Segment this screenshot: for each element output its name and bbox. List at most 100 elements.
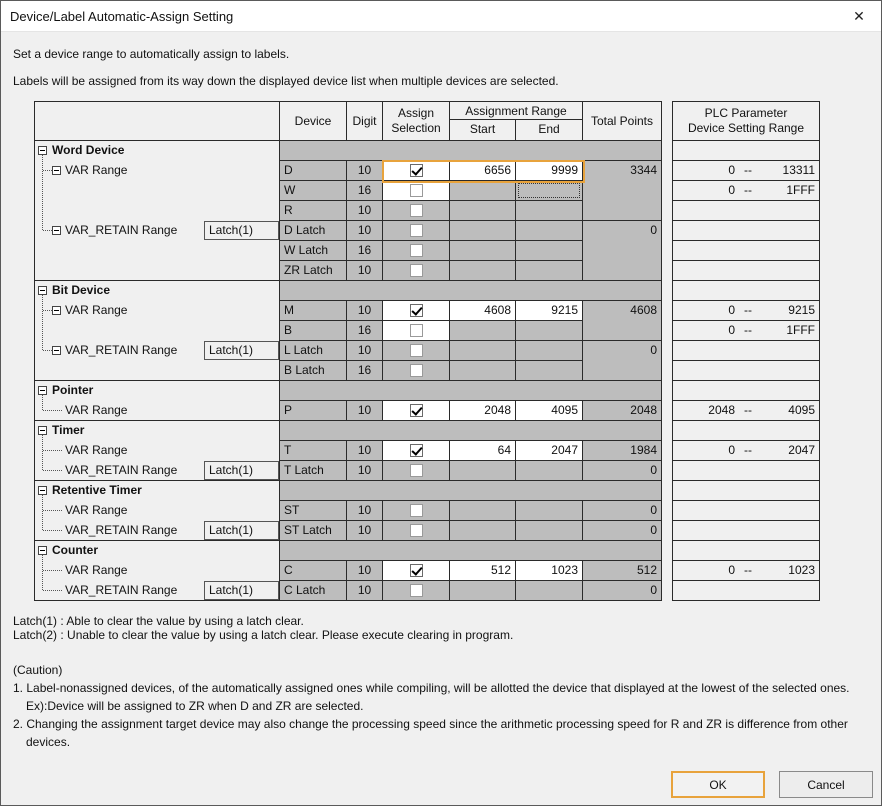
digit-cell-C-Latch: 10 [347,581,382,600]
start-cell-ZR-Latch [450,261,515,280]
collapse-icon[interactable] [52,346,61,355]
plc-range-cell [673,361,819,380]
assign-checkbox-R [409,204,423,217]
device-cell-B: B [280,321,346,340]
end-cell-P[interactable]: 4095 [516,401,582,420]
assign-checkbox-T[interactable] [409,444,423,457]
assign-checkbox-W[interactable] [409,184,423,197]
start-cell-P[interactable]: 2048 [450,401,515,420]
plc-range-cell [673,581,819,600]
assign-checkbox-cell-P[interactable] [383,401,449,420]
tree-group-bit-device: Bit Device VAR Range VAR_RETAIN Range La… [35,281,279,380]
plc-range-cell [673,501,819,520]
end-cell-D[interactable]: 9999 [516,161,582,180]
assign-checkbox-B[interactable] [409,324,423,337]
start-cell-W-Latch [450,241,515,260]
group-label: Word Device [52,143,125,157]
end-cell-B-Latch [516,361,582,380]
assign-checkbox-cell-W[interactable] [383,181,449,200]
tree-item-var-retain-range: VAR_RETAIN Range [65,583,178,597]
end-cell-T[interactable]: 2047 [516,441,582,460]
tree-item-var-range: VAR Range [65,503,128,517]
assign-checkbox-T-Latch [409,464,423,477]
assign-checkbox-D[interactable] [409,164,423,177]
end-cell-T-Latch [516,461,582,480]
tree-group-pointer: Pointer VAR Range [35,381,279,420]
total-points-cell: 3344 [583,161,661,220]
collapse-icon[interactable] [38,546,47,555]
collapse-icon[interactable] [38,146,47,155]
collapse-icon[interactable] [38,286,47,295]
device-cell-ST: ST [280,501,346,520]
plc-range-cell [673,461,819,480]
collapse-icon[interactable] [52,166,61,175]
assign-checkbox-C[interactable] [409,564,423,577]
end-cell-M[interactable]: 9215 [516,301,582,320]
latch-type-box: Latch(1) [204,341,279,360]
total-points-cell: 1984 [583,441,661,460]
group-band [280,381,661,400]
tree-item-var-retain-range: VAR_RETAIN Range [65,223,178,237]
group-label: Pointer [52,383,94,397]
assign-checkbox-cell-C[interactable] [383,561,449,580]
collapse-icon[interactable] [38,386,47,395]
device-cell-ST-Latch: ST Latch [280,521,346,540]
plc-range-cell [673,481,819,500]
tree-item-var-retain-range: VAR_RETAIN Range [65,523,178,537]
tree-line [42,435,43,470]
start-cell-D[interactable]: 6656 [450,161,515,180]
assign-checkbox-D-Latch [409,224,423,237]
start-cell-B-Latch [450,361,515,380]
close-button[interactable]: ✕ [837,1,881,32]
latch-type-box: Latch(1) [204,581,279,600]
assign-checkbox-cell-R [383,201,449,220]
caution-title: (Caution) [13,663,63,677]
end-cell-C[interactable]: 1023 [516,561,582,580]
assign-checkbox-cell-D[interactable] [383,161,449,180]
digit-cell-B-Latch: 16 [347,361,382,380]
assign-checkbox-M[interactable] [409,304,423,317]
total-points-cell: 0 [583,501,661,520]
collapse-icon[interactable] [38,486,47,495]
tree-item-var-range: VAR Range [65,443,128,457]
cancel-button[interactable]: Cancel [779,771,873,798]
end-cell-ST [516,501,582,520]
start-cell-C[interactable]: 512 [450,561,515,580]
assign-checkbox-P[interactable] [409,404,423,417]
collapse-icon[interactable] [52,226,61,235]
end-cell-W-focused[interactable] [516,181,582,200]
intro-line-2: Labels will be assigned from its way dow… [13,74,559,88]
plc-range-cell [673,261,819,280]
plc-parameter-table: PLC Parameter Device Setting Range 0 -- 13… [672,101,820,601]
device-cell-T-Latch: T Latch [280,461,346,480]
tree-item-var-range: VAR Range [65,163,128,177]
digit-cell-T: 10 [347,441,382,460]
digit-cell-R: 10 [347,201,382,220]
collapse-icon[interactable] [38,426,47,435]
start-cell-M[interactable]: 4608 [450,301,515,320]
start-cell-C-Latch [450,581,515,600]
ok-button[interactable]: OK [671,771,765,798]
device-cell-W: W [280,181,346,200]
plc-range-cell-M: 0 -- 9215 [673,301,819,320]
assign-checkbox-cell-B[interactable] [383,321,449,340]
end-cell-C-Latch [516,581,582,600]
tree-item-var-range: VAR Range [65,563,128,577]
group-band [280,481,661,500]
start-cell-T[interactable]: 64 [450,441,515,460]
digit-cell-W: 16 [347,181,382,200]
assign-checkbox-cell-T[interactable] [383,441,449,460]
caution-item-1: 1. Label-nonassigned devices, of the aut… [13,681,850,713]
button-row: OK Cancel [671,771,873,798]
tree-line [43,530,62,531]
assign-checkbox-ST-Latch [409,524,423,537]
digit-cell-L-Latch: 10 [347,341,382,360]
assign-checkbox-cell-M[interactable] [383,301,449,320]
device-cell-M: M [280,301,346,320]
latch1-note: Latch(1) : Able to clear the value by us… [13,614,304,628]
device-cell-T: T [280,441,346,460]
latch2-note: Latch(2) : Unable to clear the value by … [13,628,514,642]
collapse-icon[interactable] [52,306,61,315]
close-icon: ✕ [853,7,865,24]
